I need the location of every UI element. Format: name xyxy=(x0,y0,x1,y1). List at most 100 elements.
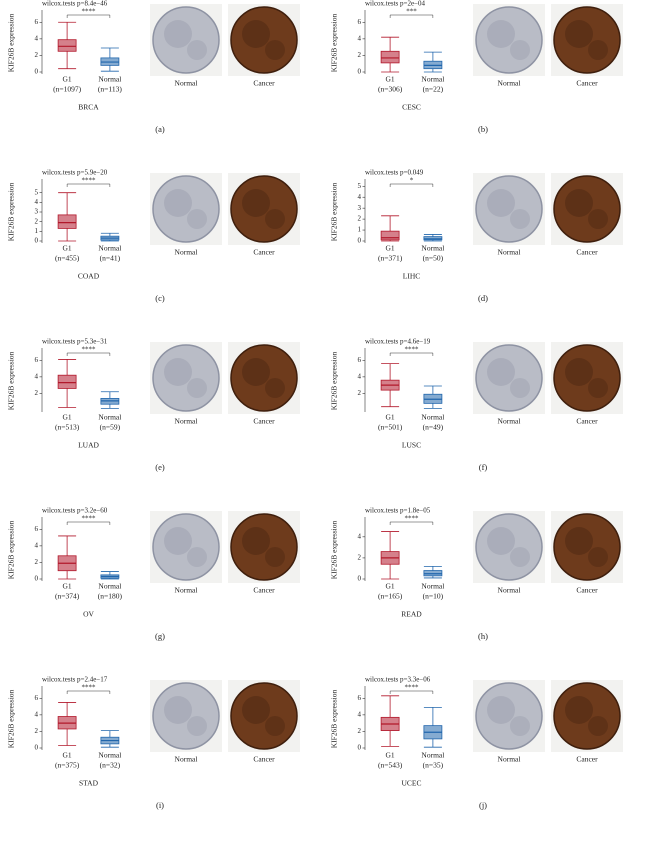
y-tick-label: 4 xyxy=(35,34,39,42)
y-tick-label: 2 xyxy=(358,554,362,562)
panel-label: (b) xyxy=(478,124,488,134)
tissue-texture xyxy=(588,209,608,229)
x-tick-label: Normal xyxy=(98,75,121,84)
tissue-image xyxy=(152,682,220,750)
image-caption: Cancer xyxy=(576,248,598,257)
x-tick-label: G1 xyxy=(63,582,72,591)
tissue-texture xyxy=(187,40,207,60)
image-caption: Normal xyxy=(175,417,198,426)
y-tick-label: 0 xyxy=(358,68,362,76)
panel-label: (c) xyxy=(155,293,165,303)
tissue-texture xyxy=(242,527,270,555)
y-tick-label: 0 xyxy=(35,68,39,76)
panel-label: (d) xyxy=(478,293,488,303)
y-tick-label: 4 xyxy=(358,532,362,540)
y-tick-label: 2 xyxy=(35,727,39,735)
box xyxy=(380,50,400,64)
tissue-texture xyxy=(510,40,530,60)
significance: **** xyxy=(82,684,97,692)
panel-label: (j) xyxy=(479,800,487,810)
tissue-image xyxy=(230,682,298,750)
chart-title: wilcox.tests p=5.9e−20 xyxy=(42,169,108,177)
x-tick-label: G1 xyxy=(63,244,72,253)
x-axis-label: LIHC xyxy=(403,272,421,281)
tissue-texture xyxy=(265,209,285,229)
y-axis-label: KIF26B expression xyxy=(7,182,16,241)
x-tick-label: G1 xyxy=(386,413,395,422)
tissue-image xyxy=(230,344,298,412)
y-tick-label: 4 xyxy=(35,710,39,718)
image-caption: Normal xyxy=(498,79,521,88)
x-tick-label: G1 xyxy=(63,751,72,760)
significance: * xyxy=(410,177,414,185)
tissue-texture xyxy=(588,378,608,398)
chart-title: wilcox.tests p=2.4e−17 xyxy=(42,676,108,684)
x-tick-label: G1 xyxy=(386,244,395,253)
tissue-texture xyxy=(164,189,192,217)
image-caption: Normal xyxy=(498,248,521,257)
n-label: (n=306) xyxy=(378,85,403,94)
y-tick-label: 4 xyxy=(358,372,362,380)
chart-title: wilcox.tests p=8.4e−46 xyxy=(42,0,108,8)
tissue-texture xyxy=(588,40,608,60)
image-caption: Cancer xyxy=(576,586,598,595)
y-axis-label: KIF26B expression xyxy=(330,520,339,579)
tissue-image xyxy=(475,513,543,581)
tissue-texture xyxy=(164,358,192,386)
y-tick-label: 6 xyxy=(358,694,362,702)
y-axis-label: KIF26B expression xyxy=(7,689,16,748)
tissue-texture xyxy=(187,378,207,398)
x-tick-label: Normal xyxy=(98,751,121,760)
tissue-texture xyxy=(164,20,192,48)
tissue-texture xyxy=(164,527,192,555)
x-tick-label: G1 xyxy=(386,751,395,760)
panel-label: (f) xyxy=(479,462,488,472)
tissue-texture xyxy=(510,547,530,567)
y-tick-label: 0 xyxy=(358,237,362,245)
y-tick-label: 2 xyxy=(358,51,362,59)
tissue-texture xyxy=(164,696,192,724)
tissue-image xyxy=(553,513,621,581)
tissue-image xyxy=(230,6,298,74)
n-label: (n=41) xyxy=(100,254,121,263)
y-tick-label: 0 xyxy=(358,744,362,752)
x-tick-label: Normal xyxy=(98,582,121,591)
y-tick-label: 1 xyxy=(35,227,39,235)
x-axis-label: LUSC xyxy=(402,441,421,450)
image-caption: Normal xyxy=(175,79,198,88)
image-caption: Cancer xyxy=(576,417,598,426)
box xyxy=(57,374,77,389)
tissue-texture xyxy=(510,716,530,736)
image-caption: Cancer xyxy=(576,79,598,88)
y-axis-label: KIF26B expression xyxy=(330,351,339,410)
x-tick-label: Normal xyxy=(421,244,444,253)
y-tick-label: 5 xyxy=(35,188,39,196)
x-axis-label: BRCA xyxy=(78,103,99,112)
tissue-texture xyxy=(565,527,593,555)
tissue-texture xyxy=(487,358,515,386)
chart-title: wilcox.tests p=5.3e−31 xyxy=(42,338,108,346)
tissue-image xyxy=(475,6,543,74)
image-caption: Cancer xyxy=(253,586,275,595)
x-axis-label: COAD xyxy=(78,272,100,281)
tissue-texture xyxy=(242,20,270,48)
n-label: (n=371) xyxy=(378,254,403,263)
chart-title: wilcox.tests p=3.2e−60 xyxy=(42,507,108,515)
tissue-image xyxy=(475,344,543,412)
x-axis-label: OV xyxy=(83,610,94,619)
x-tick-label: Normal xyxy=(421,582,444,591)
chart-title: wilcox.tests p=0.049 xyxy=(365,169,424,177)
significance: **** xyxy=(82,515,97,523)
tissue-image xyxy=(152,513,220,581)
y-tick-label: 0 xyxy=(35,237,39,245)
y-tick-label: 2 xyxy=(35,558,39,566)
x-tick-label: G1 xyxy=(63,413,72,422)
x-tick-label: Normal xyxy=(98,413,121,422)
chart-title: wilcox.tests p=3.3e−06 xyxy=(365,676,431,684)
tissue-texture xyxy=(265,547,285,567)
significance: *** xyxy=(406,8,417,16)
x-axis-label: UCEC xyxy=(401,779,421,788)
panel-label: (h) xyxy=(478,631,488,641)
image-caption: Normal xyxy=(175,248,198,257)
y-tick-label: 0 xyxy=(35,575,39,583)
